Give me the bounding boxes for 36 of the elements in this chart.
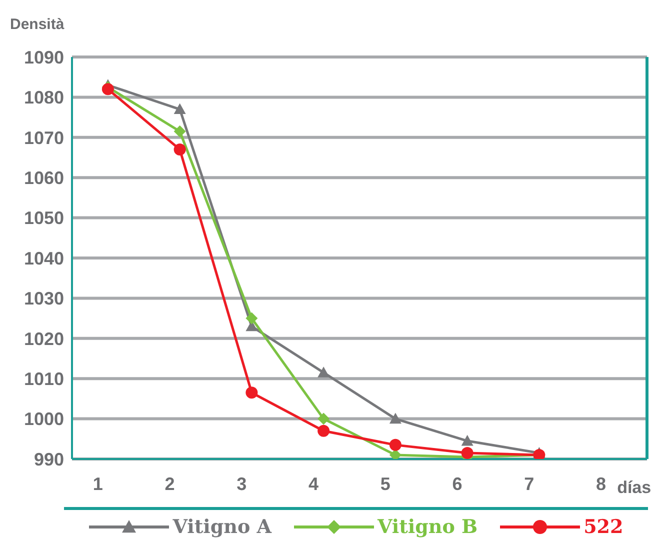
- legend-label: Vitigno B: [378, 516, 478, 538]
- x-tick-label: 3: [236, 474, 247, 494]
- point: [246, 386, 258, 399]
- x-tick-label: 5: [380, 474, 390, 494]
- y-tick-label: 1000: [24, 409, 64, 430]
- point: [389, 412, 402, 424]
- x-axis-title: días: [617, 478, 651, 497]
- x-tick-label: 2: [164, 474, 175, 494]
- point: [174, 143, 186, 156]
- y-tick-label: 1060: [24, 168, 64, 188]
- point: [174, 103, 186, 114]
- x-tick-label: 6: [452, 474, 462, 494]
- x-tick-label: 7: [524, 474, 534, 494]
- y-tick-label: 1070: [24, 128, 64, 148]
- y-tick-label: 1030: [24, 288, 64, 309]
- y-tick-label: 990: [34, 449, 64, 470]
- point: [318, 424, 330, 437]
- point: [318, 412, 330, 425]
- x-tick-label: 1: [92, 474, 103, 494]
- y-tick-label: 1040: [24, 248, 64, 268]
- y-tick-label: 1080: [24, 88, 64, 108]
- legend-label: Vitigno A: [172, 516, 272, 538]
- y-tick-label: 1010: [24, 368, 64, 389]
- point: [174, 125, 186, 138]
- point: [389, 438, 402, 451]
- y-tick-label: 1090: [24, 47, 64, 68]
- y-tick-label: 1020: [24, 328, 64, 349]
- point: [461, 434, 474, 446]
- y-axis-title: Densità: [10, 16, 64, 33]
- x-tick-label: 8: [596, 474, 606, 494]
- point: [461, 446, 474, 459]
- point: [246, 312, 258, 324]
- point: [318, 366, 330, 378]
- legend-label: 522: [584, 516, 624, 538]
- y-tick-label: 1050: [24, 208, 64, 228]
- x-tick-label: 4: [308, 474, 319, 494]
